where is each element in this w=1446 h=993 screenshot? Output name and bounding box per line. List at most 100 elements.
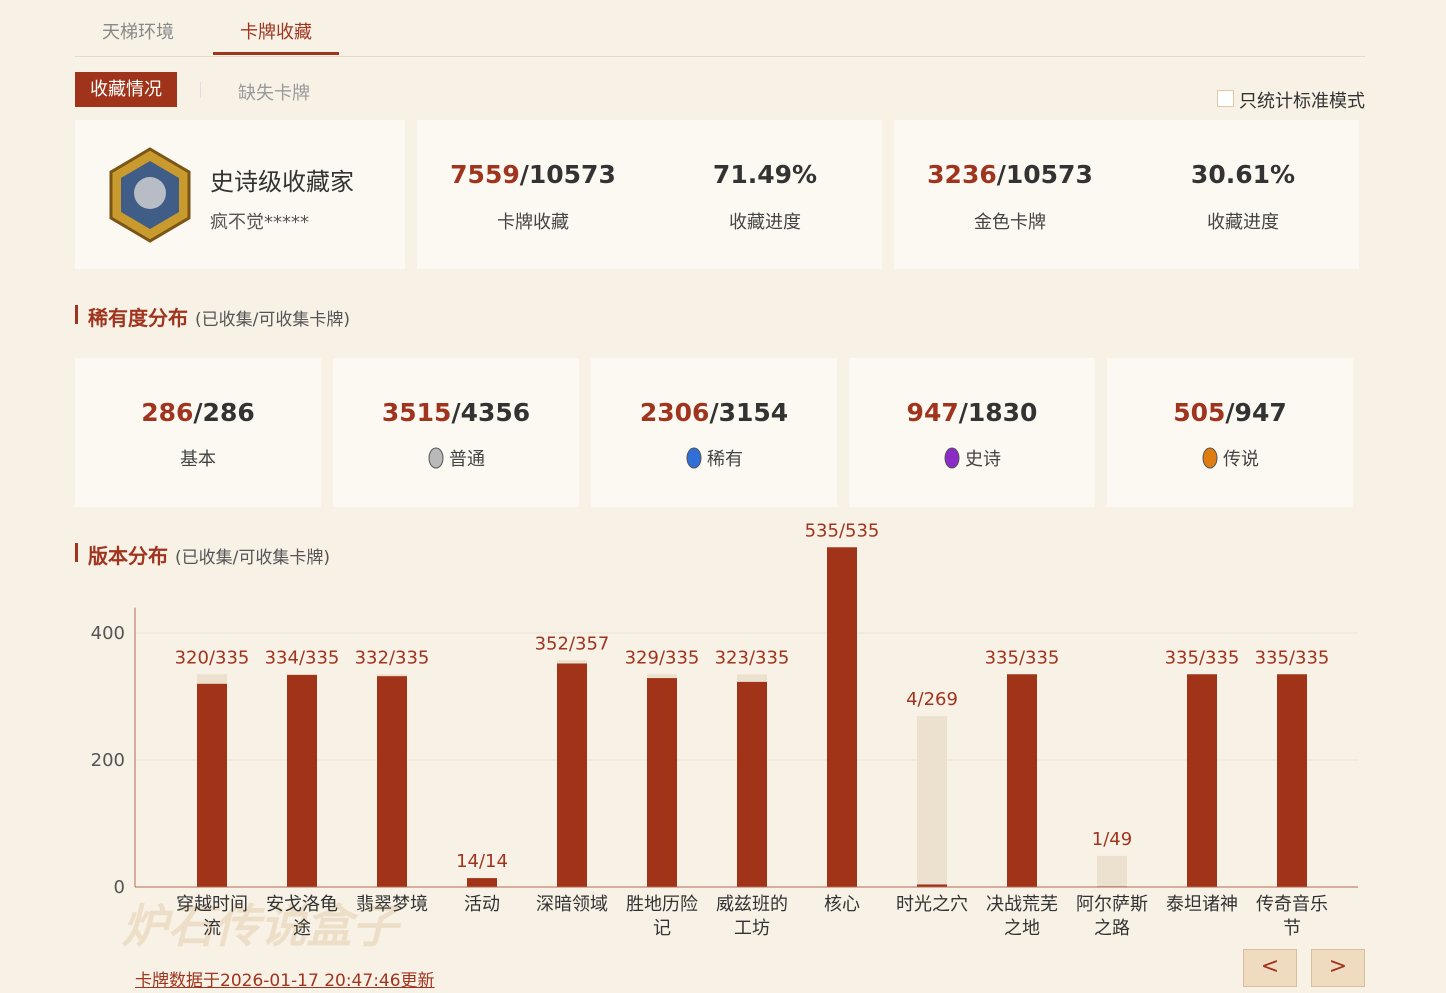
value-label: 335/335 bbox=[1255, 647, 1330, 668]
owned: 3515 bbox=[381, 398, 452, 427]
rarity-name: 基本 bbox=[180, 445, 216, 471]
total: /10573 bbox=[519, 160, 616, 189]
gem-icon bbox=[686, 447, 702, 469]
value-label: 320/335 bbox=[175, 647, 250, 668]
value-label: 352/357 bbox=[535, 633, 610, 654]
x-tick-label: 翡翠梦境 bbox=[356, 894, 428, 915]
rarity-count: 2306/3154 bbox=[640, 398, 788, 427]
rarity-count: 3515/4356 bbox=[382, 398, 530, 427]
x-tick-label: 深暗领域 bbox=[536, 894, 608, 915]
prev-button[interactable]: < bbox=[1243, 949, 1297, 987]
section-note: (已收集/可收集卡牌) bbox=[174, 548, 330, 568]
progress: 30.61% bbox=[1190, 160, 1296, 189]
profile-user: 疯不觉***** bbox=[210, 212, 309, 233]
bar bbox=[917, 716, 947, 887]
bar bbox=[737, 681, 767, 887]
rarity-name: 史诗 bbox=[943, 445, 1001, 471]
y-tick-label: 400 bbox=[91, 623, 125, 644]
value-label: 323/335 bbox=[715, 647, 790, 668]
bar bbox=[197, 683, 227, 887]
rarity-label: 基本 bbox=[180, 449, 216, 470]
value-label: 535/535 bbox=[805, 520, 880, 541]
x-tick-label: 传奇音乐节 bbox=[1256, 894, 1328, 939]
total: /4356 bbox=[451, 398, 531, 427]
checkbox[interactable] bbox=[1217, 90, 1234, 107]
total: /1830 bbox=[958, 398, 1038, 427]
owned: 7559 bbox=[450, 160, 520, 189]
rarity-label: 史诗 bbox=[965, 449, 1001, 470]
update-time: 卡牌数据于2026-01-17 20:47:46更新 bbox=[135, 971, 435, 991]
progress: 71.49% bbox=[712, 160, 818, 189]
bar bbox=[467, 878, 497, 887]
x-tick-label: 穿越时间流 bbox=[176, 894, 248, 939]
tab[interactable]: 天梯环境 bbox=[102, 22, 174, 43]
gem bbox=[428, 447, 444, 469]
rarity-card: 2306/3154 稀有 bbox=[591, 358, 837, 507]
stat-label: 金色卡牌 bbox=[974, 212, 1046, 233]
owned: 286 bbox=[141, 398, 194, 427]
bar bbox=[1187, 674, 1217, 887]
total: /286 bbox=[193, 398, 255, 427]
gem-icon bbox=[944, 447, 960, 469]
watermark: 炉石传说盒子 bbox=[122, 899, 398, 953]
rarity-card: 947/1830 史诗 bbox=[849, 358, 1095, 507]
bar bbox=[827, 547, 857, 887]
gem bbox=[686, 447, 702, 469]
x-tick-label: 泰坦诸神 bbox=[1166, 894, 1238, 915]
x-tick-label: 时光之穴 bbox=[896, 894, 968, 915]
profile-title: 史诗级收藏家 bbox=[210, 168, 354, 196]
avatar bbox=[109, 147, 191, 243]
section-marker bbox=[75, 543, 78, 562]
section-title: 版本分布 bbox=[88, 544, 168, 568]
section-title: 稀有度分布 bbox=[88, 306, 188, 330]
rarity-name: 传说 bbox=[1201, 445, 1259, 471]
value-label: 335/335 bbox=[1165, 647, 1240, 668]
section-marker bbox=[75, 305, 78, 324]
rarity-name: 普通 bbox=[427, 445, 485, 471]
separator bbox=[200, 82, 201, 98]
rarity-count: 947/1830 bbox=[907, 398, 1038, 427]
total: /3154 bbox=[709, 398, 789, 427]
section-note: (已收集/可收集卡牌) bbox=[194, 310, 350, 330]
rarity-label: 传说 bbox=[1223, 449, 1259, 470]
bar bbox=[557, 663, 587, 887]
stat-card: 7559/10573 卡牌收藏 71.49% 收藏进度 bbox=[417, 120, 882, 269]
subtab[interactable]: 缺失卡牌 bbox=[238, 83, 310, 104]
owned: 505 bbox=[1173, 398, 1226, 427]
x-tick-label: 阿尔萨斯之路 bbox=[1076, 894, 1148, 939]
rarity-label: 稀有 bbox=[707, 449, 743, 470]
owned: 947 bbox=[906, 398, 959, 427]
rarity-count: 286/286 bbox=[141, 398, 255, 427]
gem-icon bbox=[1202, 447, 1218, 469]
y-tick-label: 0 bbox=[114, 877, 125, 898]
value-label: 335/335 bbox=[985, 647, 1060, 668]
stat-label: 卡牌收藏 bbox=[497, 212, 569, 233]
bar bbox=[1277, 674, 1307, 887]
next-button[interactable]: > bbox=[1311, 949, 1365, 987]
x-tick-label: 胜地历险记 bbox=[626, 894, 698, 939]
rarity-name: 稀有 bbox=[685, 445, 743, 471]
gem-icon bbox=[428, 447, 444, 469]
bar bbox=[1007, 674, 1037, 887]
gem bbox=[944, 447, 960, 469]
progress-label: 收藏进度 bbox=[729, 212, 801, 233]
checkbox-label[interactable]: 只统计标准模式 bbox=[1239, 91, 1365, 112]
rarity-count: 505/947 bbox=[1173, 398, 1287, 427]
progress-label: 收藏进度 bbox=[1207, 212, 1279, 233]
bar bbox=[917, 884, 947, 887]
value-label: 329/335 bbox=[625, 647, 700, 668]
x-tick-label: 活动 bbox=[464, 894, 500, 915]
value-label: 1/49 bbox=[1092, 829, 1132, 850]
x-tick-label: 核心 bbox=[824, 894, 860, 915]
profile-card: 史诗级收藏家 疯不觉***** bbox=[75, 120, 405, 269]
subtab-active[interactable]: 收藏情况 bbox=[75, 72, 177, 107]
tab-active[interactable]: 卡牌收藏 bbox=[240, 22, 312, 43]
owned: 3236 bbox=[927, 160, 997, 189]
y-tick-label: 200 bbox=[91, 750, 125, 771]
total: /10573 bbox=[996, 160, 1093, 189]
bar bbox=[647, 678, 677, 887]
bar bbox=[377, 676, 407, 887]
tab-underline bbox=[213, 52, 339, 55]
